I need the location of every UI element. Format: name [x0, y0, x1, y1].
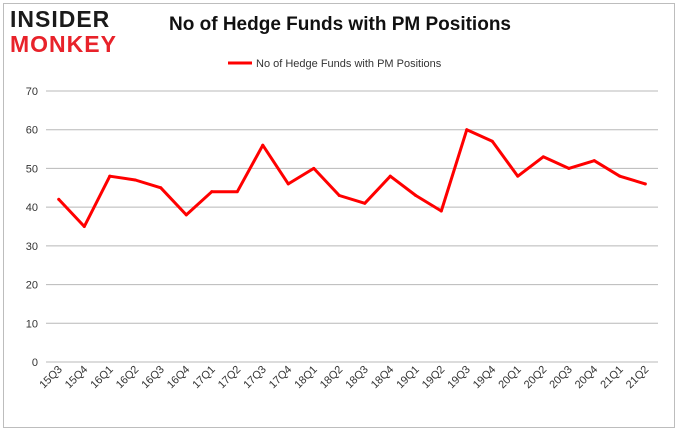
x-tick-label: 15Q3 — [37, 364, 65, 392]
data-point — [82, 225, 86, 228]
x-tick-label: 16Q3 — [139, 364, 167, 392]
chart-title: No of Hedge Funds with PM Positions — [169, 14, 511, 35]
x-tick-label: 17Q1 — [190, 364, 218, 392]
data-point — [592, 159, 596, 163]
data-point — [439, 209, 443, 213]
y-tick-label: 40 — [26, 202, 38, 214]
data-point — [541, 155, 545, 159]
x-tick-label: 15Q4 — [63, 364, 91, 392]
logo-line-2: MONKEY — [10, 31, 117, 57]
x-tick-label: 16Q4 — [165, 364, 193, 392]
data-point — [567, 166, 571, 170]
data-point — [133, 178, 137, 182]
data-point — [465, 128, 469, 132]
x-tick-label: 16Q2 — [114, 364, 142, 392]
data-point — [414, 194, 418, 198]
data-point — [108, 174, 112, 178]
legend: No of Hedge Funds with PM Positions — [228, 58, 442, 70]
data-point — [159, 186, 163, 190]
x-tick-label: 17Q4 — [267, 364, 295, 392]
data-point — [261, 143, 265, 147]
y-tick-label: 70 — [26, 86, 38, 98]
y-tick-label: 10 — [26, 318, 38, 330]
data-point — [184, 213, 188, 217]
x-tick-label: 18Q4 — [369, 364, 397, 392]
x-tick-label: 18Q2 — [318, 364, 346, 392]
y-tick-label: 20 — [26, 280, 38, 292]
y-tick-label: 50 — [26, 163, 38, 175]
x-tick-label: 17Q2 — [216, 364, 244, 392]
x-tick-label: 20Q3 — [547, 364, 575, 392]
insider-monkey-logo: INSIDER MONKEY — [10, 8, 128, 58]
x-tick-label: 19Q2 — [420, 364, 448, 392]
x-tick-label: 20Q2 — [522, 364, 550, 392]
x-tick-label: 19Q3 — [445, 364, 473, 392]
x-tick-label: 21Q2 — [624, 364, 652, 392]
x-tick-label: 20Q4 — [573, 364, 601, 392]
data-point — [490, 139, 494, 143]
x-tick-label: 19Q4 — [471, 364, 499, 392]
x-tick-label: 19Q1 — [394, 364, 422, 392]
x-tick-label: 21Q1 — [598, 364, 626, 392]
legend-label: No of Hedge Funds with PM Positions — [256, 58, 442, 70]
data-point — [235, 190, 239, 194]
x-tick-label: 18Q3 — [343, 364, 371, 392]
data-point — [388, 174, 392, 178]
y-tick-label: 30 — [26, 241, 38, 253]
y-tick-label: 60 — [26, 125, 38, 137]
logo-line-1: INSIDER — [10, 6, 111, 32]
data-point — [618, 174, 622, 178]
data-point — [363, 201, 367, 205]
y-tick-label: 0 — [32, 357, 38, 369]
data-point — [337, 194, 341, 198]
data-point — [57, 197, 61, 201]
chart-frame — [3, 3, 675, 428]
data-point — [312, 166, 316, 170]
x-tick-label: 20Q1 — [496, 364, 524, 392]
x-tick-label: 17Q3 — [241, 364, 269, 392]
x-tick-label: 18Q1 — [292, 364, 320, 392]
data-point — [286, 182, 290, 186]
series-line — [57, 128, 647, 228]
data-point — [516, 174, 520, 178]
data-point — [643, 182, 647, 186]
data-point — [210, 190, 214, 194]
x-tick-label: 16Q1 — [88, 364, 116, 392]
